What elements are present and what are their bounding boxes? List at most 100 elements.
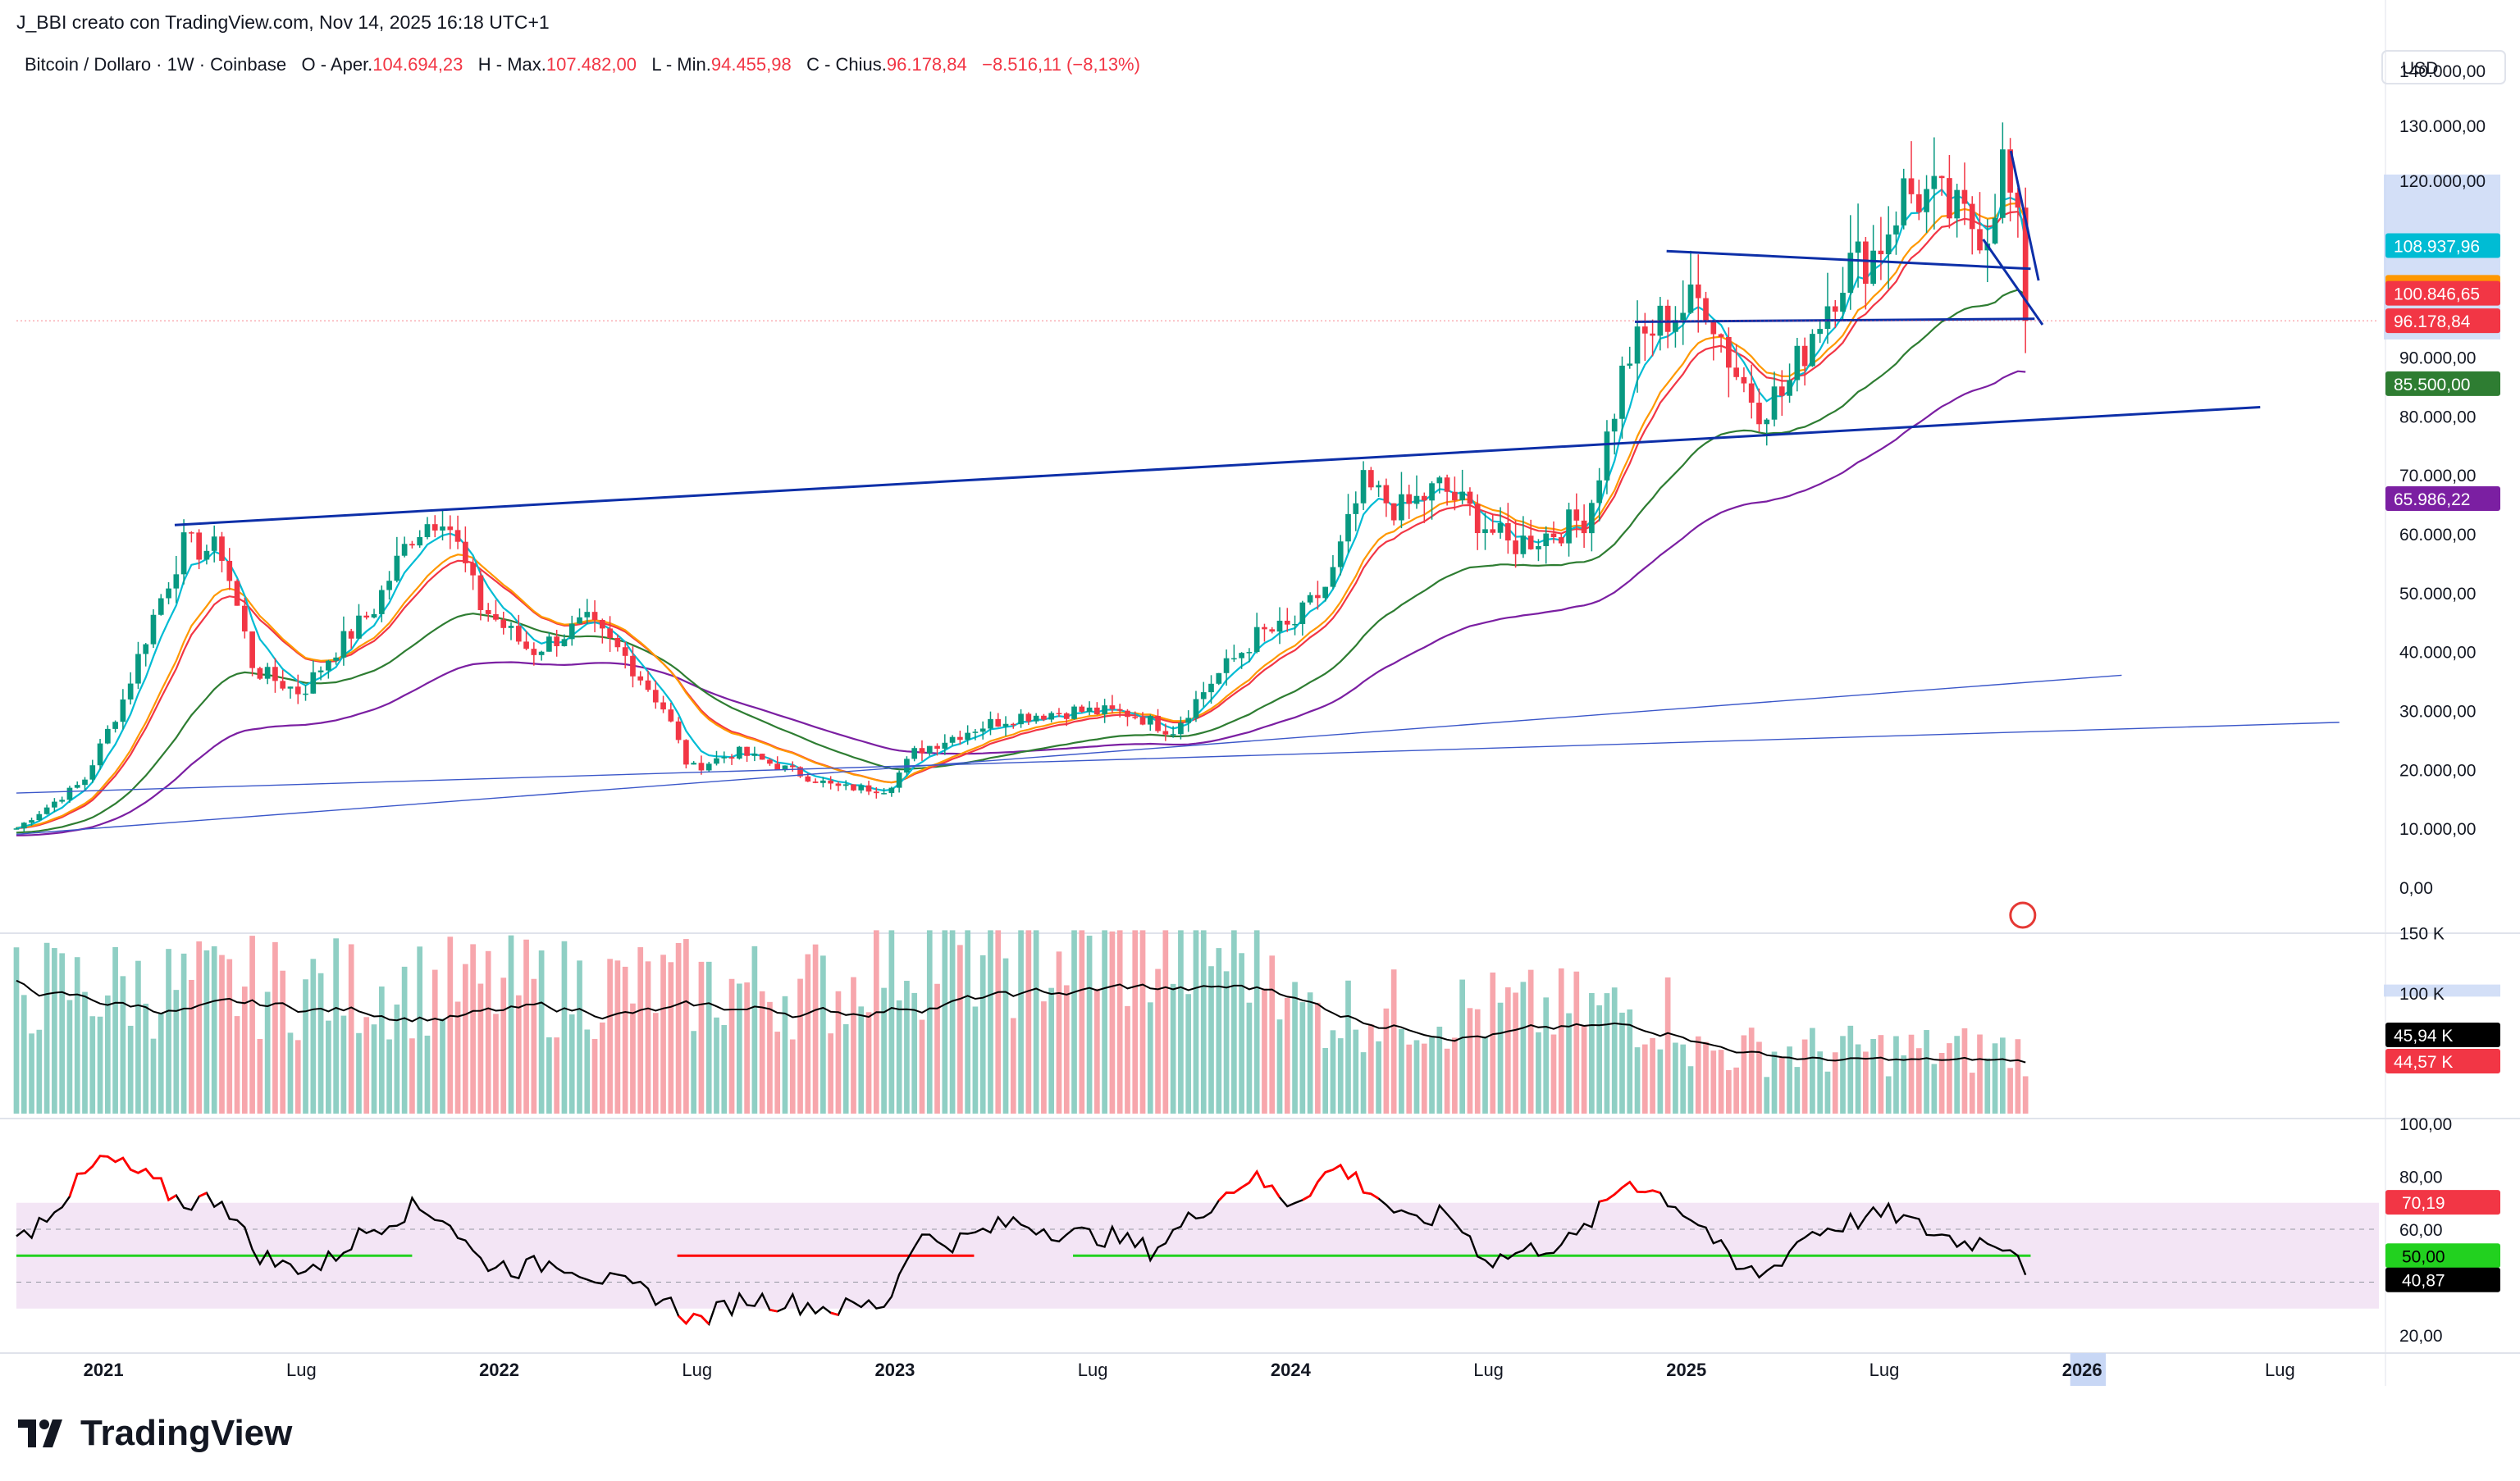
candle-body [264,667,271,679]
candle-body [1947,178,1952,219]
candle-body [409,544,415,546]
volume-bar [1071,930,1077,1114]
price-label-text: 85.500,00 [2394,376,2470,394]
volume-tick-label: 100 K [2399,985,2445,1004]
candle-body [1969,203,1975,230]
volume-bar [774,1032,781,1114]
candle-body [812,782,819,783]
volume-bar [1550,1034,1557,1114]
price-tick-label: 60.000,00 [2399,526,2476,545]
volume-bar [721,1025,728,1114]
volume-bar [66,1000,73,1114]
volume-bar [1718,1050,1724,1114]
volume-bar [417,946,423,1114]
volume-bar [515,995,522,1114]
volume-bar [166,949,171,1114]
candle-body [1999,149,2006,218]
volume-bar [440,1018,445,1114]
candle-body [1915,194,1922,212]
candle-body [89,765,96,780]
rsi-label-box [2385,1267,2500,1292]
volume-bar [622,966,628,1114]
symbol-legend: Bitcoin / Dollaro · 1W · Coinbase O - Ap… [25,54,1140,75]
price-tick-label: 70.000,00 [2399,467,2476,485]
symbol-title[interactable]: Bitcoin / Dollaro · 1W · Coinbase [25,54,287,75]
volume-bar [705,961,712,1114]
volume-bar [1931,1064,1938,1114]
volume-bar [896,1000,902,1114]
candle-body [1406,494,1413,504]
time-tick-label: 2026 [2062,1360,2102,1380]
rsi-overbought-line [68,1155,1661,1325]
candle-body [683,740,689,765]
volume-bar [1885,1076,1892,1114]
volume-bar [789,1039,796,1114]
candle-body [1018,713,1024,725]
volume-bar [751,946,758,1114]
candle-body [691,763,697,765]
volume-bar [1132,930,1139,1114]
volume-bar [1650,1037,1655,1114]
rsi-label-box [2385,1190,2500,1215]
price-tick-label: 90.000,00 [2399,349,2476,368]
volume-bar [554,1037,560,1114]
candle-body [36,813,43,821]
candle-body [1002,723,1009,727]
candle-body [1467,491,1473,504]
candle-body [896,772,902,788]
volume-bar [1787,1046,1792,1114]
candle-body [424,524,431,537]
candle-body [74,785,80,788]
currency-box[interactable] [2381,50,2506,84]
volume-bar [660,955,666,1114]
volume-bar [226,959,233,1114]
volume-bar [812,944,819,1114]
candle-body [1718,334,1724,338]
price-tick-label: 80.000,00 [2399,408,2476,426]
volume-bar [196,941,202,1114]
candle-body [568,623,575,640]
volume-bar [1109,931,1116,1114]
candle-body [1771,386,1778,420]
price-label-text: 65.986,22 [2394,490,2470,509]
candle-body [1079,706,1085,712]
candle-body [1513,540,1518,554]
tradingview-logo-icon [18,1419,62,1447]
candle-body [1474,504,1481,534]
candle-body [1436,477,1443,484]
candle-body [150,614,157,645]
volume-bar [470,944,476,1114]
volume-bar [934,983,940,1114]
candle-body [356,615,362,639]
candle-body [340,631,347,658]
candle-body [668,709,674,722]
candle-body [1801,345,1808,367]
candle-body [447,526,454,531]
volume-bar [600,1022,605,1114]
volume-bar [1969,1073,1975,1114]
candle-body [1315,595,1321,599]
volume-bar [409,1038,415,1114]
candle-body [714,758,719,764]
volume-bar [1452,1037,1458,1114]
candle-body [294,686,301,695]
candle-body [112,722,118,729]
volume-bar [1520,982,1527,1114]
candle-body [1778,386,1785,396]
volume-bar [714,1017,719,1114]
candle-body [317,670,324,672]
volume-bar [1063,985,1070,1114]
time-tick-label: 2021 [84,1360,124,1380]
candle-body [1162,731,1169,735]
candle-body [1025,713,1032,722]
volume-bar [1079,930,1085,1114]
volume-bar [1033,930,1039,1114]
candle-body [104,728,111,744]
volume-bar [1284,997,1290,1114]
price-label-box [2385,280,2500,306]
event-flag-icon [2009,901,2037,929]
candle-body [1239,653,1244,658]
candle-body [721,757,728,759]
volume-bar [52,948,57,1114]
